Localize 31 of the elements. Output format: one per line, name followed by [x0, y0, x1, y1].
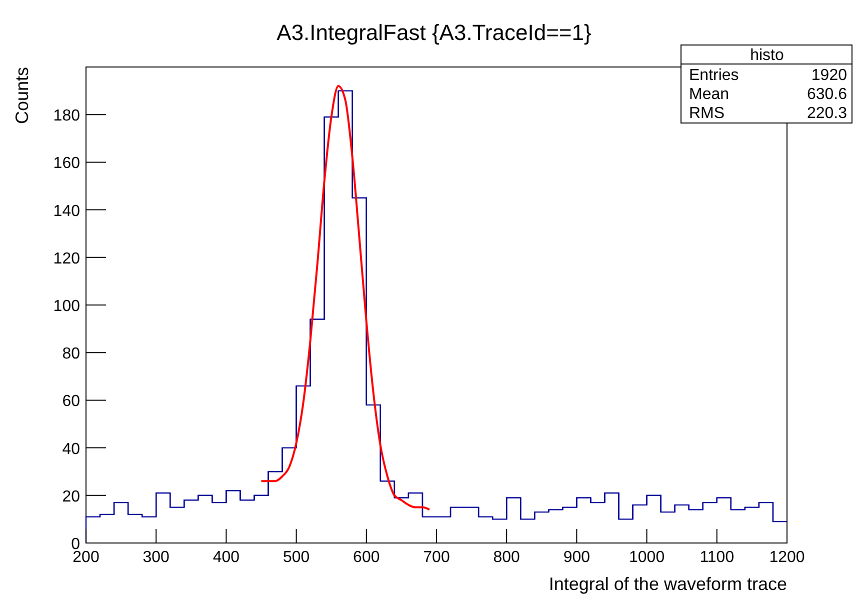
- x-tick-label: 200: [72, 549, 100, 566]
- x-tick-label: 1200: [769, 549, 805, 566]
- text: 1920: [811, 67, 848, 84]
- y-tick-label: 180: [53, 108, 80, 125]
- y-axis-title: Counts: [12, 67, 32, 124]
- x-tick-label: 1000: [629, 549, 665, 566]
- x-tick-label: 400: [212, 549, 240, 566]
- y-tick-label: 80: [62, 346, 80, 363]
- annotation: RMS: [689, 105, 725, 122]
- text: 630.6: [806, 86, 848, 103]
- text: histo: [750, 47, 784, 64]
- y-tick-label: 140: [53, 202, 80, 220]
- x-tick-label: 700: [423, 549, 450, 566]
- annotation: Mean: [689, 86, 730, 103]
- line-series: [260, 85, 430, 511]
- x-axis-title: Integral of the waveform trace: [548, 574, 787, 594]
- x-tick-label: 300: [142, 549, 170, 566]
- x-tick-label: 1100: [700, 549, 734, 566]
- y-tick-label: 20: [62, 488, 80, 506]
- x-tick-label: 800: [493, 549, 520, 566]
- y-tick-label: 60: [62, 393, 80, 410]
- y-tick-label: 160: [53, 155, 80, 172]
- text: 220.3: [806, 105, 848, 122]
- annotation: Entries: [689, 67, 739, 84]
- y-tick-label: 40: [62, 440, 80, 458]
- x-tick-label: 600: [353, 549, 380, 566]
- x-tick-label: 500: [282, 549, 310, 566]
- y-tick-label: 120: [53, 250, 80, 268]
- y-tick-label: 100: [53, 298, 80, 315]
- x-tick-label: 900: [563, 549, 590, 566]
- chart-title: A3.IntegralFast {A3.TraceId==1}: [276, 20, 592, 45]
